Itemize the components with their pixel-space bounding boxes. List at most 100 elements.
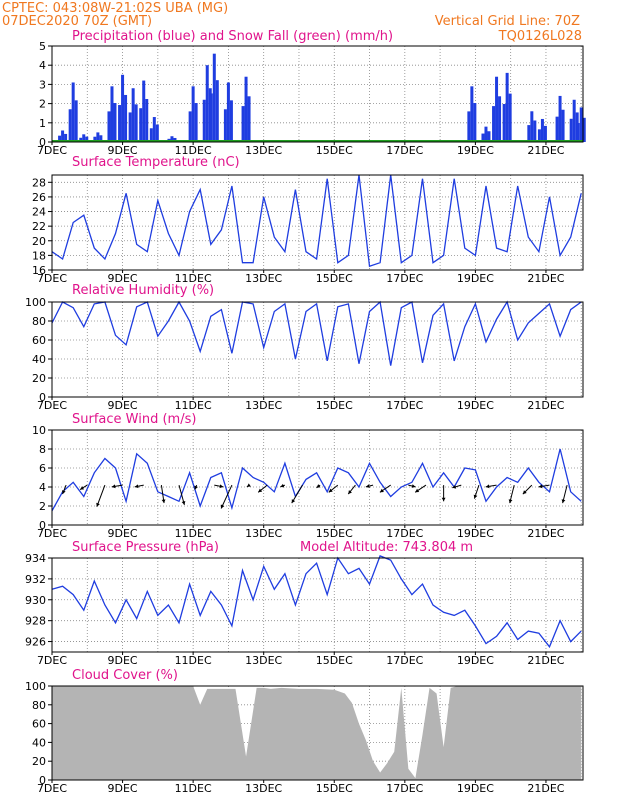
x-tick-label: 13DEC xyxy=(245,527,282,540)
grid-note: Vertical Grid Line: 70Z xyxy=(435,14,580,29)
x-tick-label: 7DEC xyxy=(37,399,67,412)
y-tick-label: 0 xyxy=(39,136,46,149)
wind-series-line xyxy=(51,448,582,512)
wind-vector-head xyxy=(522,490,527,495)
precip-bar xyxy=(209,93,213,142)
pressure-panel: 926 928 930 932 934 7DEC 9DEC 11DEC 13DEC 15DEC 17… xyxy=(25,552,584,667)
wind-vector xyxy=(194,484,198,490)
x-tick-label: 9DEC xyxy=(108,782,138,795)
x-tick-label: 17DEC xyxy=(386,399,423,412)
x-tick-label: 13DEC xyxy=(245,399,282,412)
chart-panels: 0 1 2 3 4 5 7DEC 9DEC 11DEC 13DEC 15DEC 17DEC 19DEC 2… xyxy=(25,40,586,795)
x-tick-label: 11DEC xyxy=(175,272,212,285)
y-tick-label: 934 xyxy=(25,552,46,565)
y-tick-label: 100 xyxy=(25,296,46,309)
precip-bar xyxy=(71,82,75,142)
wind-vector-head xyxy=(194,485,198,490)
precip-bar xyxy=(244,76,248,142)
x-tick-label: 7DEC xyxy=(37,527,67,540)
precip-bar xyxy=(247,96,251,142)
precip-bar xyxy=(555,116,559,142)
wind-vector xyxy=(220,484,233,509)
y-tick-label: 100 xyxy=(25,680,46,693)
x-tick-label: 17DEC xyxy=(386,272,423,285)
y-tick-label: 6 xyxy=(39,462,46,475)
wind-vector-head xyxy=(379,488,384,493)
precip-bar xyxy=(543,125,547,142)
wind-vector xyxy=(328,484,339,493)
x-tick-label: 19DEC xyxy=(457,272,494,285)
precip-bar xyxy=(134,104,138,142)
y-tick-label: 24 xyxy=(32,206,46,219)
x-tick-label: 11DEC xyxy=(175,399,212,412)
precip-bar xyxy=(579,107,583,142)
y-tick-label: 20 xyxy=(32,372,46,385)
x-tick-label: 11DEC xyxy=(175,527,212,540)
precip-bar xyxy=(241,106,245,142)
precip-bar xyxy=(537,129,541,142)
y-tick-label: 80 xyxy=(32,699,46,712)
x-tick-label: 17DEC xyxy=(386,144,423,157)
precip-bar xyxy=(572,99,576,142)
precip-bar xyxy=(527,125,531,142)
precip-bar xyxy=(124,94,128,142)
x-tick-label: 19DEC xyxy=(457,399,494,412)
precip-bar xyxy=(484,126,488,142)
wind-vector-head xyxy=(111,484,116,489)
precip-bar xyxy=(113,103,117,142)
x-tick-label: 7DEC xyxy=(37,272,67,285)
y-tick-label: 0 xyxy=(39,391,46,404)
wind-vector xyxy=(79,484,88,491)
precip-bar xyxy=(110,86,114,142)
wind-vector xyxy=(379,484,391,493)
temperature-frame xyxy=(51,174,584,271)
precip-bar xyxy=(82,134,86,142)
y-tick-label: 60 xyxy=(32,718,46,731)
x-tick-label: 21DEC xyxy=(527,782,564,795)
wind-vector-head xyxy=(62,490,66,495)
precip-bar xyxy=(533,120,537,142)
precip-bar xyxy=(229,100,233,142)
wind-vector xyxy=(134,484,144,489)
precip-bar xyxy=(107,111,111,142)
precip-bar xyxy=(505,72,509,142)
wind-vector xyxy=(96,484,106,507)
wind-vector xyxy=(62,484,67,495)
y-tick-label: 26 xyxy=(32,191,46,204)
precip-bar xyxy=(152,117,156,142)
wind-vector xyxy=(522,484,533,495)
x-tick-label: 15DEC xyxy=(316,527,353,540)
wind-vector-head xyxy=(291,499,296,504)
x-tick-label: 19DEC xyxy=(457,527,494,540)
precip-bar xyxy=(142,80,146,142)
y-tick-label: 20 xyxy=(32,755,46,768)
x-tick-label: 19DEC xyxy=(457,782,494,795)
wind-vector xyxy=(160,485,166,504)
wind-vector xyxy=(408,484,416,488)
wind-vector xyxy=(365,484,374,488)
y-tick-label: 40 xyxy=(32,353,46,366)
precip-bar xyxy=(473,103,477,142)
precip-bar xyxy=(558,95,562,142)
y-tick-label: 5 xyxy=(39,40,46,53)
precip-bar xyxy=(226,82,230,142)
precip-bar xyxy=(93,136,97,142)
y-tick-label: 40 xyxy=(32,736,46,749)
precip-bar xyxy=(96,132,100,142)
x-tick-label: 9DEC xyxy=(108,144,138,157)
precip-bar xyxy=(481,133,485,142)
y-tick-label: 0 xyxy=(39,519,46,532)
wind-vector-head xyxy=(316,484,321,488)
x-tick-label: 11DEC xyxy=(175,654,212,667)
precip-bar xyxy=(145,98,149,142)
cloud-cover-frame xyxy=(51,685,584,781)
precip-bar xyxy=(131,88,135,142)
wind-vector-head xyxy=(348,490,352,495)
wind-title: Surface Wind (m/s) xyxy=(72,412,196,427)
precip-bar xyxy=(502,103,506,142)
cloud-cover-panel: 0 20 40 60 80 100 7DEC 9DEC 11DEC 13DEC 15DEC 17DEC… xyxy=(25,680,584,795)
precip-bar xyxy=(223,109,227,142)
precip-bar xyxy=(58,135,62,142)
x-tick-label: 15DEC xyxy=(316,272,353,285)
wind-vector xyxy=(178,484,186,506)
